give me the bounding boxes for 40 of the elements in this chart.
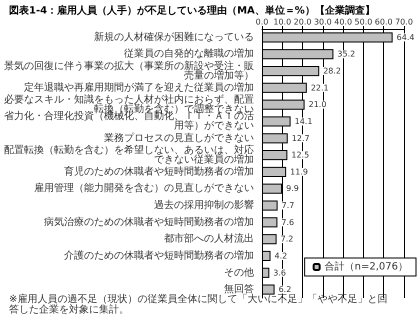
- data-label: 22.1: [310, 83, 329, 92]
- x-tick-label: 50.0: [354, 18, 372, 26]
- y-tick-label: 新規の人材確保が困難になっている: [94, 30, 254, 43]
- data-label: 64.4: [396, 32, 414, 42]
- y-tick-label: 景気の回復に伴う事業の拡大（事業所の新設や受注・販売量の増加等）: [4, 60, 254, 82]
- data-label: 7.7: [282, 201, 294, 210]
- data-label: 12.7: [292, 134, 310, 143]
- y-tick-label: 病気治療のための休職者や短時間勤務者の増加: [44, 216, 254, 228]
- annotation: ※雇用人員の過不足（現状）の従業員全体に関して「大いに不足」「やや不足」と回答した企業を対象に集計。: [9, 292, 388, 316]
- y-tick-label: 雇用管理（能力開発を含む）の見直しができない: [34, 182, 254, 194]
- y-tick-label: 都市部への人材流出: [164, 232, 254, 245]
- data-label: 14.1: [294, 116, 312, 126]
- data-label: 21.0: [308, 100, 326, 110]
- y-tick-label: 定年退職や再雇用期間が満了を迎えた従業員の増加: [24, 81, 254, 94]
- data-label: 4.2: [274, 251, 288, 260]
- data-label: 3.6: [273, 268, 286, 278]
- y-tick-label: 過去の採用抑制の影響: [154, 199, 254, 212]
- chart-title: 図表1-4：雇用人員（人手）が不足している理由（MA、単位＝%）【企業調査】: [9, 4, 375, 16]
- y-tick-label: 育児のための休職者や短時間勤務者の増加: [64, 165, 254, 178]
- x-tick-label: 20.0: [294, 18, 312, 26]
- legend-label: 合計（n=2,076）: [324, 260, 408, 272]
- y-tick-label: 介護のための休職者や短時間勤務者の増加: [64, 249, 254, 262]
- data-label: 11.9: [290, 167, 308, 176]
- data-label: 9.9: [286, 184, 299, 194]
- y-tick-label: 業務プロセスの見直しができない: [104, 132, 254, 144]
- data-label: 28.2: [323, 66, 342, 76]
- y-tick-label: 従業員の自発的な離職の増加: [124, 48, 254, 60]
- x-tick-label: 30.0: [314, 18, 332, 26]
- x-tick-label: 10.0: [273, 18, 292, 26]
- y-tick-label: 配置転換（転勤を含む）を希望しない、あるいは、対応できない従業員の増加: [4, 144, 254, 166]
- x-tick-label: 0.0: [256, 18, 268, 26]
- data-label: 6.2: [278, 285, 292, 294]
- x-tick-label: 60.0: [374, 18, 393, 26]
- data-label: 35.2: [337, 50, 356, 59]
- x-tick-label: 40.0: [334, 18, 352, 26]
- y-tick-label: その他: [224, 266, 254, 278]
- data-label: 12.5: [291, 150, 310, 160]
- data-label: 7.6: [281, 218, 294, 227]
- data-label: 7.2: [280, 234, 294, 244]
- x-tick-label: 70.0: [395, 18, 413, 26]
